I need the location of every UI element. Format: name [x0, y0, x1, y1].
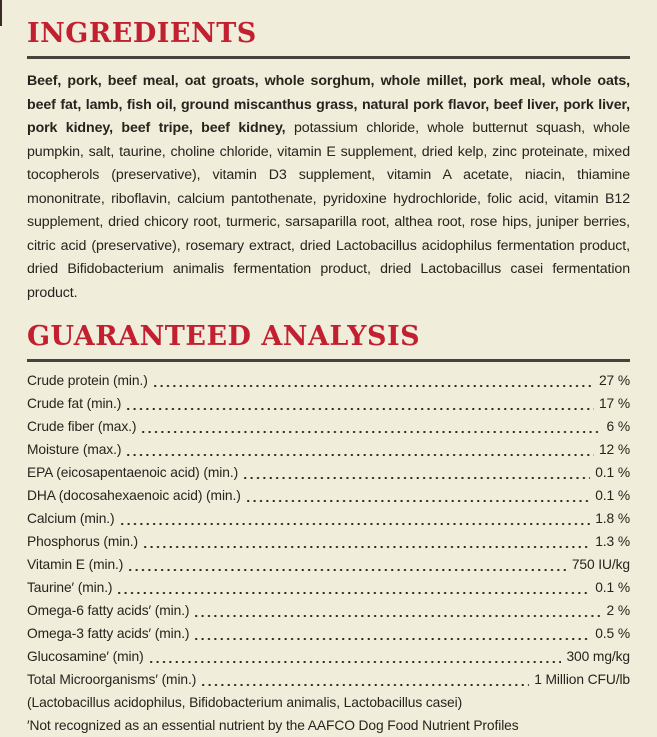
- ingredients-divider-rule: [27, 56, 630, 59]
- analysis-row-crude-fat: Crude fat (min.) 17 %: [27, 392, 630, 415]
- analysis-row-vitamin-e: Vitamin E (min.) 750 IU/kg: [27, 553, 630, 576]
- guaranteed-analysis-section: GUARANTEED ANALYSIS Crude protein (min.)…: [27, 322, 630, 737]
- ingredients-primary-text: Beef, pork, beef meal, oat groats, whole…: [27, 73, 630, 136]
- dot-leader: [140, 415, 602, 438]
- analysis-row-omega-6: Omega-6 fatty acids′ (min.) 2 %: [27, 599, 630, 622]
- nutrient-value: 0.1 %: [595, 465, 630, 480]
- dot-leader: [200, 668, 530, 691]
- analysis-row-calcium: Calcium (min.) 1.8 %: [27, 507, 630, 530]
- guaranteed-analysis-divider-rule: [27, 359, 630, 362]
- nutrient-label: Crude fat (min.): [27, 396, 122, 411]
- nutrient-value: 0.5 %: [595, 626, 630, 641]
- nutrient-label: Taurine′ (min.): [27, 580, 113, 595]
- pet-food-label-panel: INGREDIENTS Beef, pork, beef meal, oat g…: [0, 0, 630, 733]
- dot-leader: [147, 645, 562, 668]
- nutrient-label: Crude fiber (max.): [27, 419, 137, 434]
- nutrient-label: Calcium (min.): [27, 511, 115, 526]
- nutrient-value: 12 %: [598, 442, 630, 457]
- analysis-row-taurine: Taurine′ (min.) 0.1 %: [27, 576, 630, 599]
- microorganisms-detail-text: (Lactobacillus acidophilus, Bifidobacter…: [27, 695, 463, 710]
- dot-leader: [142, 530, 591, 553]
- nutrient-label: DHA (docosahexaenoic acid) (min.): [27, 488, 241, 503]
- nutrient-label: Omega-3 fatty acids′ (min.): [27, 626, 190, 641]
- analysis-row-epa: EPA (eicosapentaenoic acid) (min.) 0.1 %: [27, 461, 630, 484]
- nutrient-value: 2 %: [606, 603, 631, 618]
- label-edge-mark: [0, 0, 2, 26]
- nutrient-value: 300 mg/kg: [566, 649, 630, 664]
- nutrient-label: Moisture (max.): [27, 442, 122, 457]
- nutrient-value: 27 %: [598, 373, 630, 388]
- ingredients-secondary-text: potassium chloride, whole butternut squa…: [27, 120, 630, 301]
- analysis-row-phosphorus: Phosphorus (min.) 1.3 %: [27, 530, 630, 553]
- dot-leader: [125, 438, 594, 461]
- nutrient-label: Crude protein (min.): [27, 373, 148, 388]
- nutrient-label: Omega-6 fatty acids′ (min.): [27, 603, 190, 618]
- guaranteed-analysis-heading: GUARANTEED ANALYSIS: [27, 321, 421, 352]
- dot-leader: [151, 369, 594, 392]
- dot-leader: [118, 507, 591, 530]
- nutrient-label: EPA (eicosapentaenoic acid) (min.): [27, 465, 239, 480]
- dot-leader: [244, 484, 591, 507]
- analysis-row-crude-protein: Crude protein (min.) 27 %: [27, 369, 630, 392]
- analysis-row-total-microorganisms: Total Microorganisms′ (min.) 1 Million C…: [27, 668, 630, 691]
- nutrient-value: 1.3 %: [595, 534, 630, 549]
- analysis-table: Crude protein (min.) 27 % Crude fat (min…: [27, 369, 630, 737]
- dot-leader: [193, 622, 591, 645]
- footnote-line: ′Not recognized as an essential nutrient…: [27, 714, 630, 737]
- nutrient-value: 17 %: [598, 396, 630, 411]
- nutrient-value: 1.8 %: [595, 511, 630, 526]
- microorganisms-detail-line: (Lactobacillus acidophilus, Bifidobacter…: [27, 691, 630, 714]
- nutrient-value: 1 Million CFU/lb: [534, 672, 630, 687]
- analysis-row-omega-3: Omega-3 fatty acids′ (min.) 0.5 %: [27, 622, 630, 645]
- nutrient-value: 6 %: [606, 419, 631, 434]
- ingredients-heading: INGREDIENTS: [27, 18, 257, 49]
- dot-leader: [242, 461, 591, 484]
- nutrient-label: Total Microorganisms′ (min.): [27, 672, 197, 687]
- analysis-row-crude-fiber: Crude fiber (max.) 6 %: [27, 415, 630, 438]
- nutrient-label: Glucosamine′ (min): [27, 649, 144, 664]
- nutrient-label: Vitamin E (min.): [27, 557, 124, 572]
- ingredients-paragraph: Beef, pork, beef meal, oat groats, whole…: [27, 70, 630, 305]
- nutrient-value: 750 IU/kg: [571, 557, 630, 572]
- footnote-text: ′Not recognized as an essential nutrient…: [27, 718, 519, 733]
- nutrient-label: Phosphorus (min.): [27, 534, 139, 549]
- dot-leader: [116, 576, 591, 599]
- analysis-row-glucosamine: Glucosamine′ (min) 300 mg/kg: [27, 645, 630, 668]
- ingredients-section: INGREDIENTS Beef, pork, beef meal, oat g…: [27, 19, 630, 305]
- dot-leader: [193, 599, 602, 622]
- nutrient-value: 0.1 %: [595, 488, 630, 503]
- analysis-row-moisture: Moisture (max.) 12 %: [27, 438, 630, 461]
- nutrient-value: 0.1 %: [595, 580, 630, 595]
- dot-leader: [127, 553, 567, 576]
- analysis-row-dha: DHA (docosahexaenoic acid) (min.) 0.1 %: [27, 484, 630, 507]
- dot-leader: [125, 392, 594, 415]
